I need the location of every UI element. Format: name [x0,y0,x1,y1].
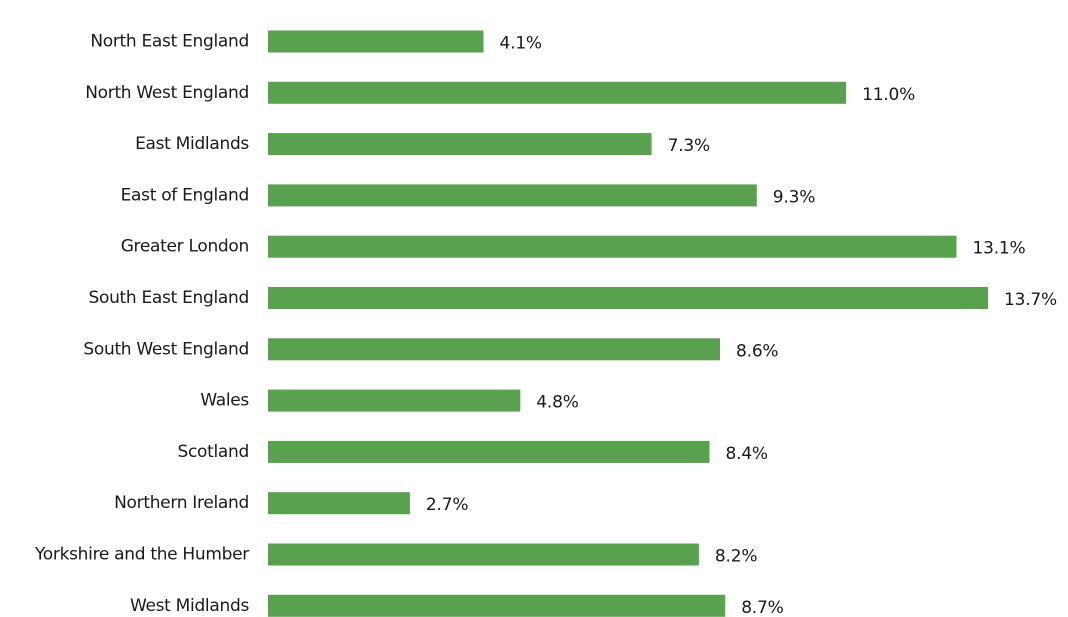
value-labels: 4.1% 11.0% 7.3% 9.3% 13.1% 13.7% 8.6% 4.8% 8.4% 2… [426,34,1057,617]
bar-west-midlands [268,594,726,617]
bar-south-west-england [268,338,720,361]
bar-north-east-england [268,30,484,53]
value-label-north-west-england: 11.0% [862,85,915,105]
category-label-south-west-england: South West England [83,339,249,359]
value-label-east-of-england: 9.3% [773,187,815,207]
category-label-east-midlands: East Midlands [135,134,249,154]
value-label-south-west-england: 8.6% [736,341,778,361]
category-label-northern-ireland: Northern Ireland [114,493,249,513]
value-label-south-east-england: 13.7% [1004,290,1057,310]
category-label-south-east-england: South East England [88,288,249,308]
bar-yorkshire-and-the-humber [268,543,699,566]
bar-northern-ireland [268,492,410,515]
category-label-east-of-england: East of England [121,185,249,205]
bar-scotland [268,440,710,463]
value-label-west-midlands: 8.7% [741,598,783,617]
bar-east-midlands [268,133,652,156]
bar-greater-london [268,235,957,258]
value-label-east-midlands: 7.3% [668,136,710,156]
category-label-wales: Wales [200,391,249,411]
value-label-northern-ireland: 2.7% [426,495,468,515]
value-label-scotland: 8.4% [726,444,768,464]
category-label-greater-london: Greater London [121,237,249,257]
bar-north-west-england [268,81,847,104]
category-labels: North East England North West England East… [34,32,250,616]
category-label-north-east-england: North East England [90,32,249,52]
bar-east-of-england [268,184,757,207]
value-label-yorkshire-and-the-humber: 8.2% [715,547,757,567]
bar-wales [268,389,521,412]
category-label-north-west-england: North West England [85,83,249,103]
bar-south-east-england [268,287,988,309]
bars [268,30,988,617]
category-label-yorkshire-and-the-humber: Yorkshire and the Humber [34,545,249,565]
value-label-north-east-england: 4.1% [500,34,542,54]
category-label-west-midlands: West Midlands [130,596,249,616]
category-label-scotland: Scotland [177,442,249,462]
value-label-greater-london: 13.1% [973,239,1026,259]
value-label-wales: 4.8% [536,393,578,413]
